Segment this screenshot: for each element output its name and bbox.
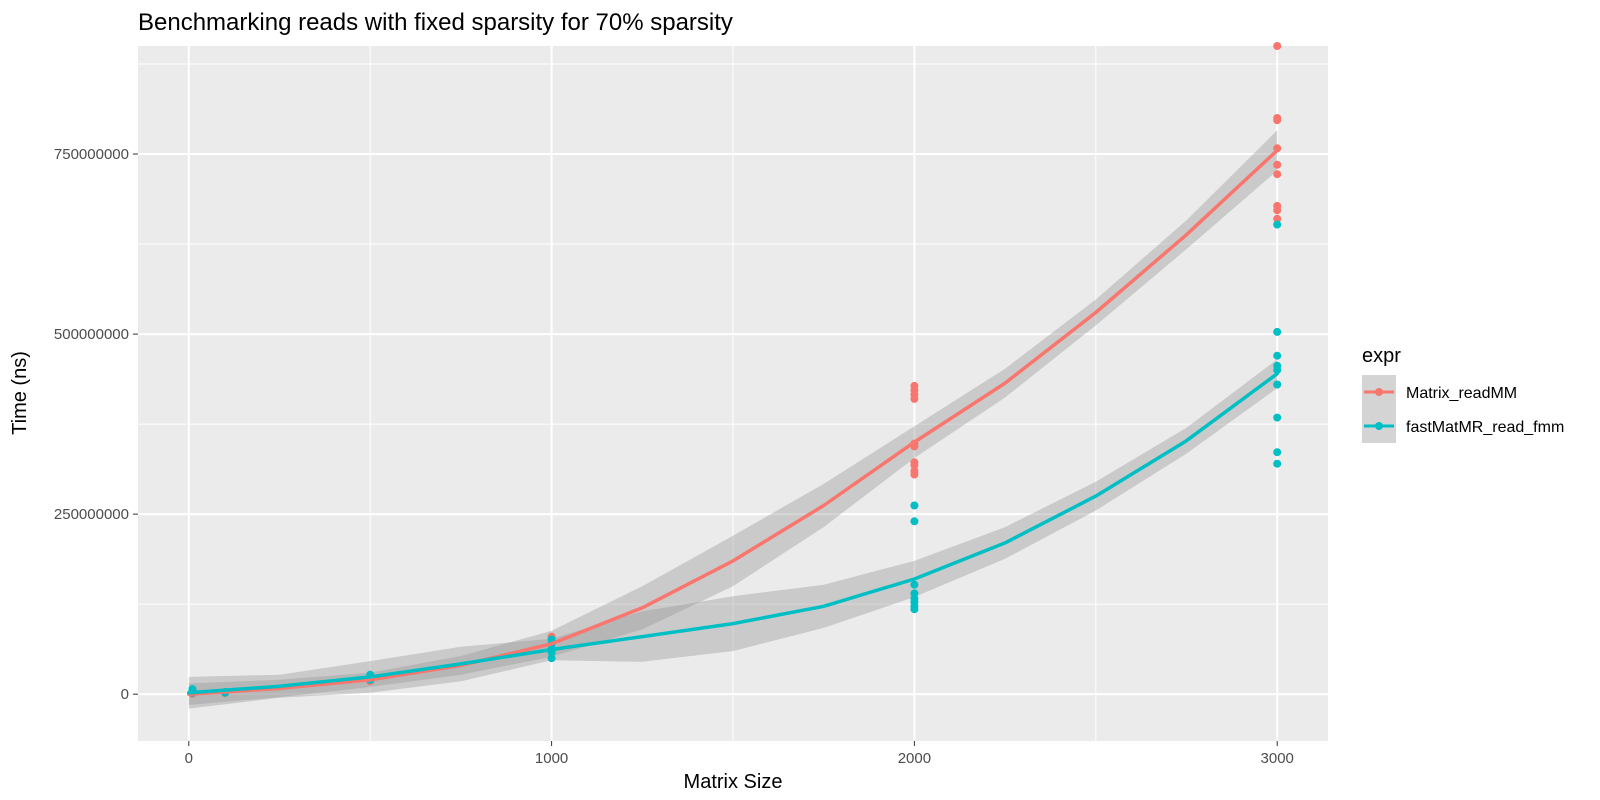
x-tick-label: 3000: [1261, 750, 1294, 767]
y-tick-label: 0: [121, 686, 129, 703]
data-point-fastmatmr-read-fmm: [910, 517, 919, 526]
data-point-matrix-readmm: [1273, 206, 1282, 215]
data-point-fastmatmr-read-fmm: [910, 501, 919, 510]
legend: expr Matrix_readMM fastMatMR_read_fmm: [1362, 345, 1564, 443]
data-point-fastmatmr-read-fmm: [1273, 327, 1282, 336]
data-point-matrix-readmm: [910, 394, 919, 403]
data-point-matrix-readmm: [1273, 42, 1282, 50]
data-point-matrix-readmm: [1273, 214, 1282, 223]
legend-item-fastmatmr-read-fmm: fastMatMR_read_fmm: [1362, 409, 1564, 443]
x-axis-title: Matrix Size: [684, 771, 783, 793]
smooth-line-fastmatmr-read-fmm: [187, 371, 1279, 695]
legend-dot-matrix-readmm: [1375, 388, 1383, 396]
y-tick-label: 500000000: [54, 326, 129, 343]
legend-label-fastmatmr-read-fmm: fastMatMR_read_fmm: [1406, 419, 1564, 436]
data-point-fastmatmr-read-fmm: [1273, 459, 1282, 468]
x-tick-label: 0: [185, 750, 193, 767]
chart-title: Benchmarking reads with fixed sparsity f…: [138, 9, 733, 36]
legend-title: expr: [1362, 345, 1401, 367]
x-tick-label: 1000: [535, 750, 568, 767]
data-point-matrix-readmm: [910, 470, 919, 479]
data-point-fastmatmr-read-fmm: [547, 654, 556, 663]
y-tick-label: 750000000: [54, 146, 129, 163]
x-tick-label: 2000: [898, 750, 931, 767]
legend-dot-fastmatmr-read-fmm: [1375, 422, 1383, 430]
data-point-fastmatmr-read-fmm: [910, 580, 919, 589]
data-point-fastmatmr-read-fmm: [1273, 366, 1282, 375]
data-point-fastmatmr-read-fmm: [1273, 220, 1282, 229]
data-point-matrix-readmm: [1273, 160, 1282, 169]
data-point-fastmatmr-read-fmm: [1273, 413, 1282, 422]
data-point-matrix-readmm: [1273, 170, 1282, 179]
data-point-fastmatmr-read-fmm: [1273, 448, 1282, 457]
y-axis-ticks: 0 250000000 500000000 750000000: [54, 146, 138, 703]
smooth-line-matrix-readmm: [187, 148, 1279, 696]
legend-label-matrix-readmm: Matrix_readMM: [1406, 385, 1517, 402]
y-axis-title: Time (ns): [9, 351, 31, 435]
grid-minor: [138, 46, 1328, 741]
legend-item-matrix-readmm: Matrix_readMM: [1362, 375, 1517, 409]
data-point-fastmatmr-read-fmm: [1273, 351, 1282, 360]
data-point-fastmatmr-read-fmm: [1273, 380, 1282, 389]
data-point-matrix-readmm: [1273, 116, 1282, 125]
x-axis-ticks: 0 1000 2000 3000: [185, 741, 1294, 767]
y-tick-label: 250000000: [54, 506, 129, 523]
data-point-matrix-readmm: [910, 461, 919, 470]
confidence-band-fastmatmr-read-fmm: [188, 359, 1278, 709]
smooth-lines: [187, 148, 1279, 696]
data-point-fastmatmr-read-fmm: [910, 605, 919, 614]
confidence-bands: [188, 130, 1278, 709]
